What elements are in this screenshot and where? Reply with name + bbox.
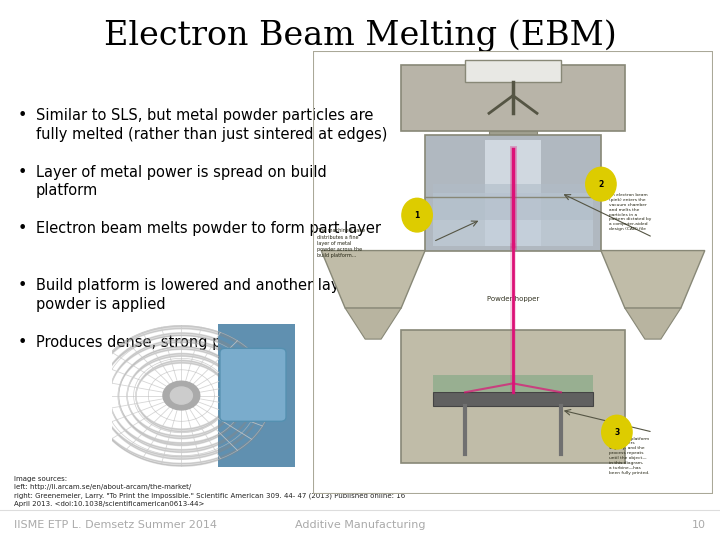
Text: Produces dense, strong parts: Produces dense, strong parts — [36, 335, 250, 350]
Text: The machine's rake
distributes a fine
layer of metal
powder across the
build pla: The machine's rake distributes a fine la… — [318, 228, 365, 258]
Text: 3: 3 — [614, 428, 619, 437]
Circle shape — [586, 167, 616, 201]
Text: •: • — [18, 165, 27, 180]
Text: IISME ETP L. Demsetz Summer 2014: IISME ETP L. Demsetz Summer 2014 — [14, 520, 217, 530]
FancyBboxPatch shape — [425, 136, 601, 251]
Text: Image sources:
left: http://li.arcam.se/en/about-arcam/the-market/
right: Greene: Image sources: left: http://li.arcam.se/… — [14, 476, 405, 507]
FancyBboxPatch shape — [465, 60, 561, 82]
FancyBboxPatch shape — [401, 65, 625, 131]
Text: Powder hopper: Powder hopper — [487, 296, 539, 302]
Bar — [433, 193, 593, 246]
Text: 2: 2 — [598, 180, 603, 188]
Text: •: • — [18, 335, 27, 350]
Polygon shape — [345, 308, 401, 339]
Bar — [433, 184, 593, 220]
Polygon shape — [625, 308, 681, 339]
FancyBboxPatch shape — [401, 330, 625, 463]
FancyBboxPatch shape — [220, 348, 286, 421]
Polygon shape — [601, 251, 705, 308]
Bar — [218, 324, 295, 467]
Text: Similar to SLS, but metal powder particles are
fully melted (rather than just si: Similar to SLS, but metal powder particl… — [36, 108, 387, 141]
Text: Additive Manufacturing: Additive Manufacturing — [294, 520, 426, 530]
Text: •: • — [18, 278, 27, 293]
Bar — [489, 131, 537, 148]
Circle shape — [602, 415, 632, 449]
Circle shape — [402, 198, 432, 232]
Bar — [433, 392, 593, 406]
Text: Electron beam melts powder to form part layer: Electron beam melts powder to form part … — [36, 221, 381, 237]
Text: 1: 1 — [415, 211, 420, 220]
Circle shape — [171, 387, 192, 404]
Polygon shape — [321, 251, 425, 308]
Bar — [485, 140, 541, 246]
Text: An electron beam
(pink) enters the
vacuum chamber
and melts the
particles in a
p: An electron beam (pink) enters the vacuu… — [609, 193, 652, 231]
Text: Electron Beam Melting (EBM): Electron Beam Melting (EBM) — [104, 19, 616, 51]
Text: Layer of metal power is spread on build
platform: Layer of metal power is spread on build … — [36, 165, 327, 198]
Bar — [433, 375, 593, 392]
Text: 10: 10 — [692, 520, 706, 530]
Text: •: • — [18, 221, 27, 237]
Text: The build platform
then lowers
slightly, and the
process repeats
until the objec: The build platform then lowers slightly,… — [609, 436, 649, 475]
Text: •: • — [18, 108, 27, 123]
Text: Build platform is lowered and another layer of
powder is applied: Build platform is lowered and another la… — [36, 278, 373, 312]
Circle shape — [163, 381, 199, 410]
